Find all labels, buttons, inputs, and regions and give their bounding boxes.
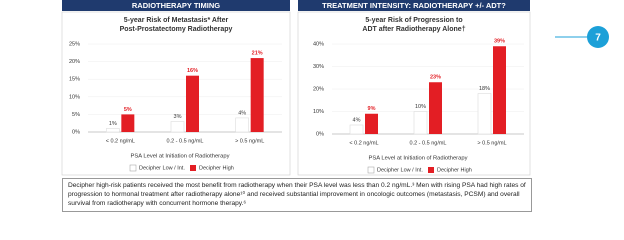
y-tick-label: 15%: [69, 77, 80, 83]
panel: [297, 11, 531, 176]
value-label: 3%: [174, 114, 182, 120]
x-tick-label: 0.2 - 0.5 ng/mL: [410, 140, 447, 146]
value-label: 9%: [368, 106, 376, 112]
panel: [61, 11, 291, 176]
bar: [106, 128, 120, 133]
legend-label: Decipher High: [437, 167, 472, 173]
y-tick-label: 20%: [313, 86, 324, 92]
value-label: 1%: [109, 121, 117, 127]
bar: [121, 114, 135, 132]
bar: [186, 75, 199, 132]
value-label: 5%: [124, 107, 132, 113]
legend-swatch: [190, 165, 196, 171]
y-tick-label: 30%: [313, 64, 324, 70]
page: RADIOTHERAPY TIMING TREATMENT INTENSITY:…: [61, 0, 609, 212]
x-tick-label: > 0.5 ng/mL: [235, 138, 264, 144]
bar: [250, 58, 264, 132]
bar: [413, 111, 428, 135]
value-label: 39%: [494, 39, 505, 45]
y-tick-label: 0%: [316, 131, 324, 137]
bar: [365, 113, 378, 134]
value-label: 10%: [415, 104, 426, 110]
canvas: RADIOTHERAPY TIMING TREATMENT INTENSITY:…: [61, 0, 609, 176]
bar: [170, 121, 185, 133]
header: TREATMENT INTENSITY: RADIOTHERAPY +/- AD…: [322, 1, 506, 10]
y-tick-label: 20%: [69, 59, 80, 65]
x-axis-label: PSA Level at Initiation of Radiotherapy: [369, 156, 468, 162]
y-tick-label: 5%: [72, 112, 80, 118]
bar: [235, 117, 249, 133]
header-bar: [62, 0, 290, 11]
summary: Decipher high-risk patients received the…: [62, 178, 532, 212]
x-tick-label: < 0.2 ng/mL: [349, 140, 378, 146]
legend-swatch: [129, 164, 137, 172]
value-label: 21%: [252, 51, 263, 57]
value-label: 18%: [479, 86, 490, 92]
y-tick-label: 0%: [72, 129, 80, 135]
y-tick-label: 10%: [313, 109, 324, 115]
x-tick-label: < 0.2 ng/mL: [106, 138, 135, 144]
badge-number: 7: [595, 33, 601, 44]
chart-title: 5-year Risk of Metastasis* After: [124, 17, 229, 24]
x-tick-label: 0.2 - 0.5 ng/mL: [167, 138, 204, 144]
x-axis-label: PSA Level at Initiation of Radiotherapy: [131, 154, 230, 160]
chart-title: Post-Prostatectomy Radiotherapy: [120, 26, 233, 33]
legend-swatch: [367, 166, 375, 174]
x-tick-label: > 0.5 ng/mL: [477, 140, 506, 146]
legend-label: Decipher Low / Int.: [377, 167, 423, 173]
header-bar: [298, 0, 530, 11]
value-label: 23%: [430, 75, 441, 81]
bar: [349, 124, 364, 135]
bar: [429, 82, 442, 134]
bar: [493, 46, 506, 134]
chart-title: 5-year Risk of Progression to: [365, 17, 462, 24]
bar: [477, 93, 492, 135]
value-label: 4%: [238, 110, 246, 116]
header: RADIOTHERAPY TIMING: [132, 1, 220, 10]
y-tick-label: 40%: [313, 41, 324, 47]
chart-title: ADT after Radiotherapy Alone†: [362, 26, 465, 33]
legend-label: Decipher Low / Int.: [139, 165, 185, 171]
y-tick-label: 25%: [69, 41, 80, 47]
legend-label: Decipher High: [199, 165, 234, 171]
value-label: 4%: [353, 117, 361, 123]
y-tick-label: 10%: [69, 94, 80, 100]
badge: [587, 26, 609, 48]
value-label: 16%: [187, 68, 198, 74]
legend-swatch: [428, 167, 434, 173]
